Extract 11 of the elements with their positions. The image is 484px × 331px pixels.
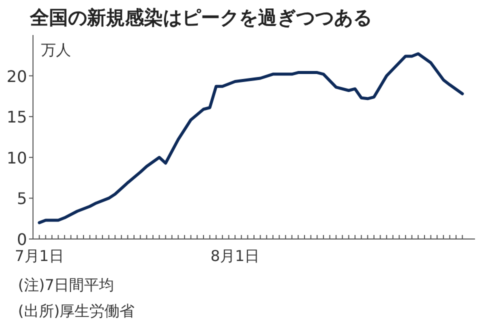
x-tick-label: 7月1日 xyxy=(14,247,64,265)
y-tick-label: 10 xyxy=(6,148,27,168)
y-tick-label: 5 xyxy=(16,189,27,208)
text: (出所)厚生労働省 xyxy=(18,302,135,320)
y-tick-label: 20 xyxy=(6,66,27,86)
text: (注)7日間平均 xyxy=(18,276,114,294)
x-tick-label: 8月1日 xyxy=(210,247,260,265)
y-axis-title: 万人 xyxy=(41,41,71,59)
y-tick-label: 0 xyxy=(16,230,27,249)
chart-title: 全国の新規感染はピークを過ぎつつある xyxy=(29,7,372,29)
y-tick-label: 15 xyxy=(6,108,27,127)
